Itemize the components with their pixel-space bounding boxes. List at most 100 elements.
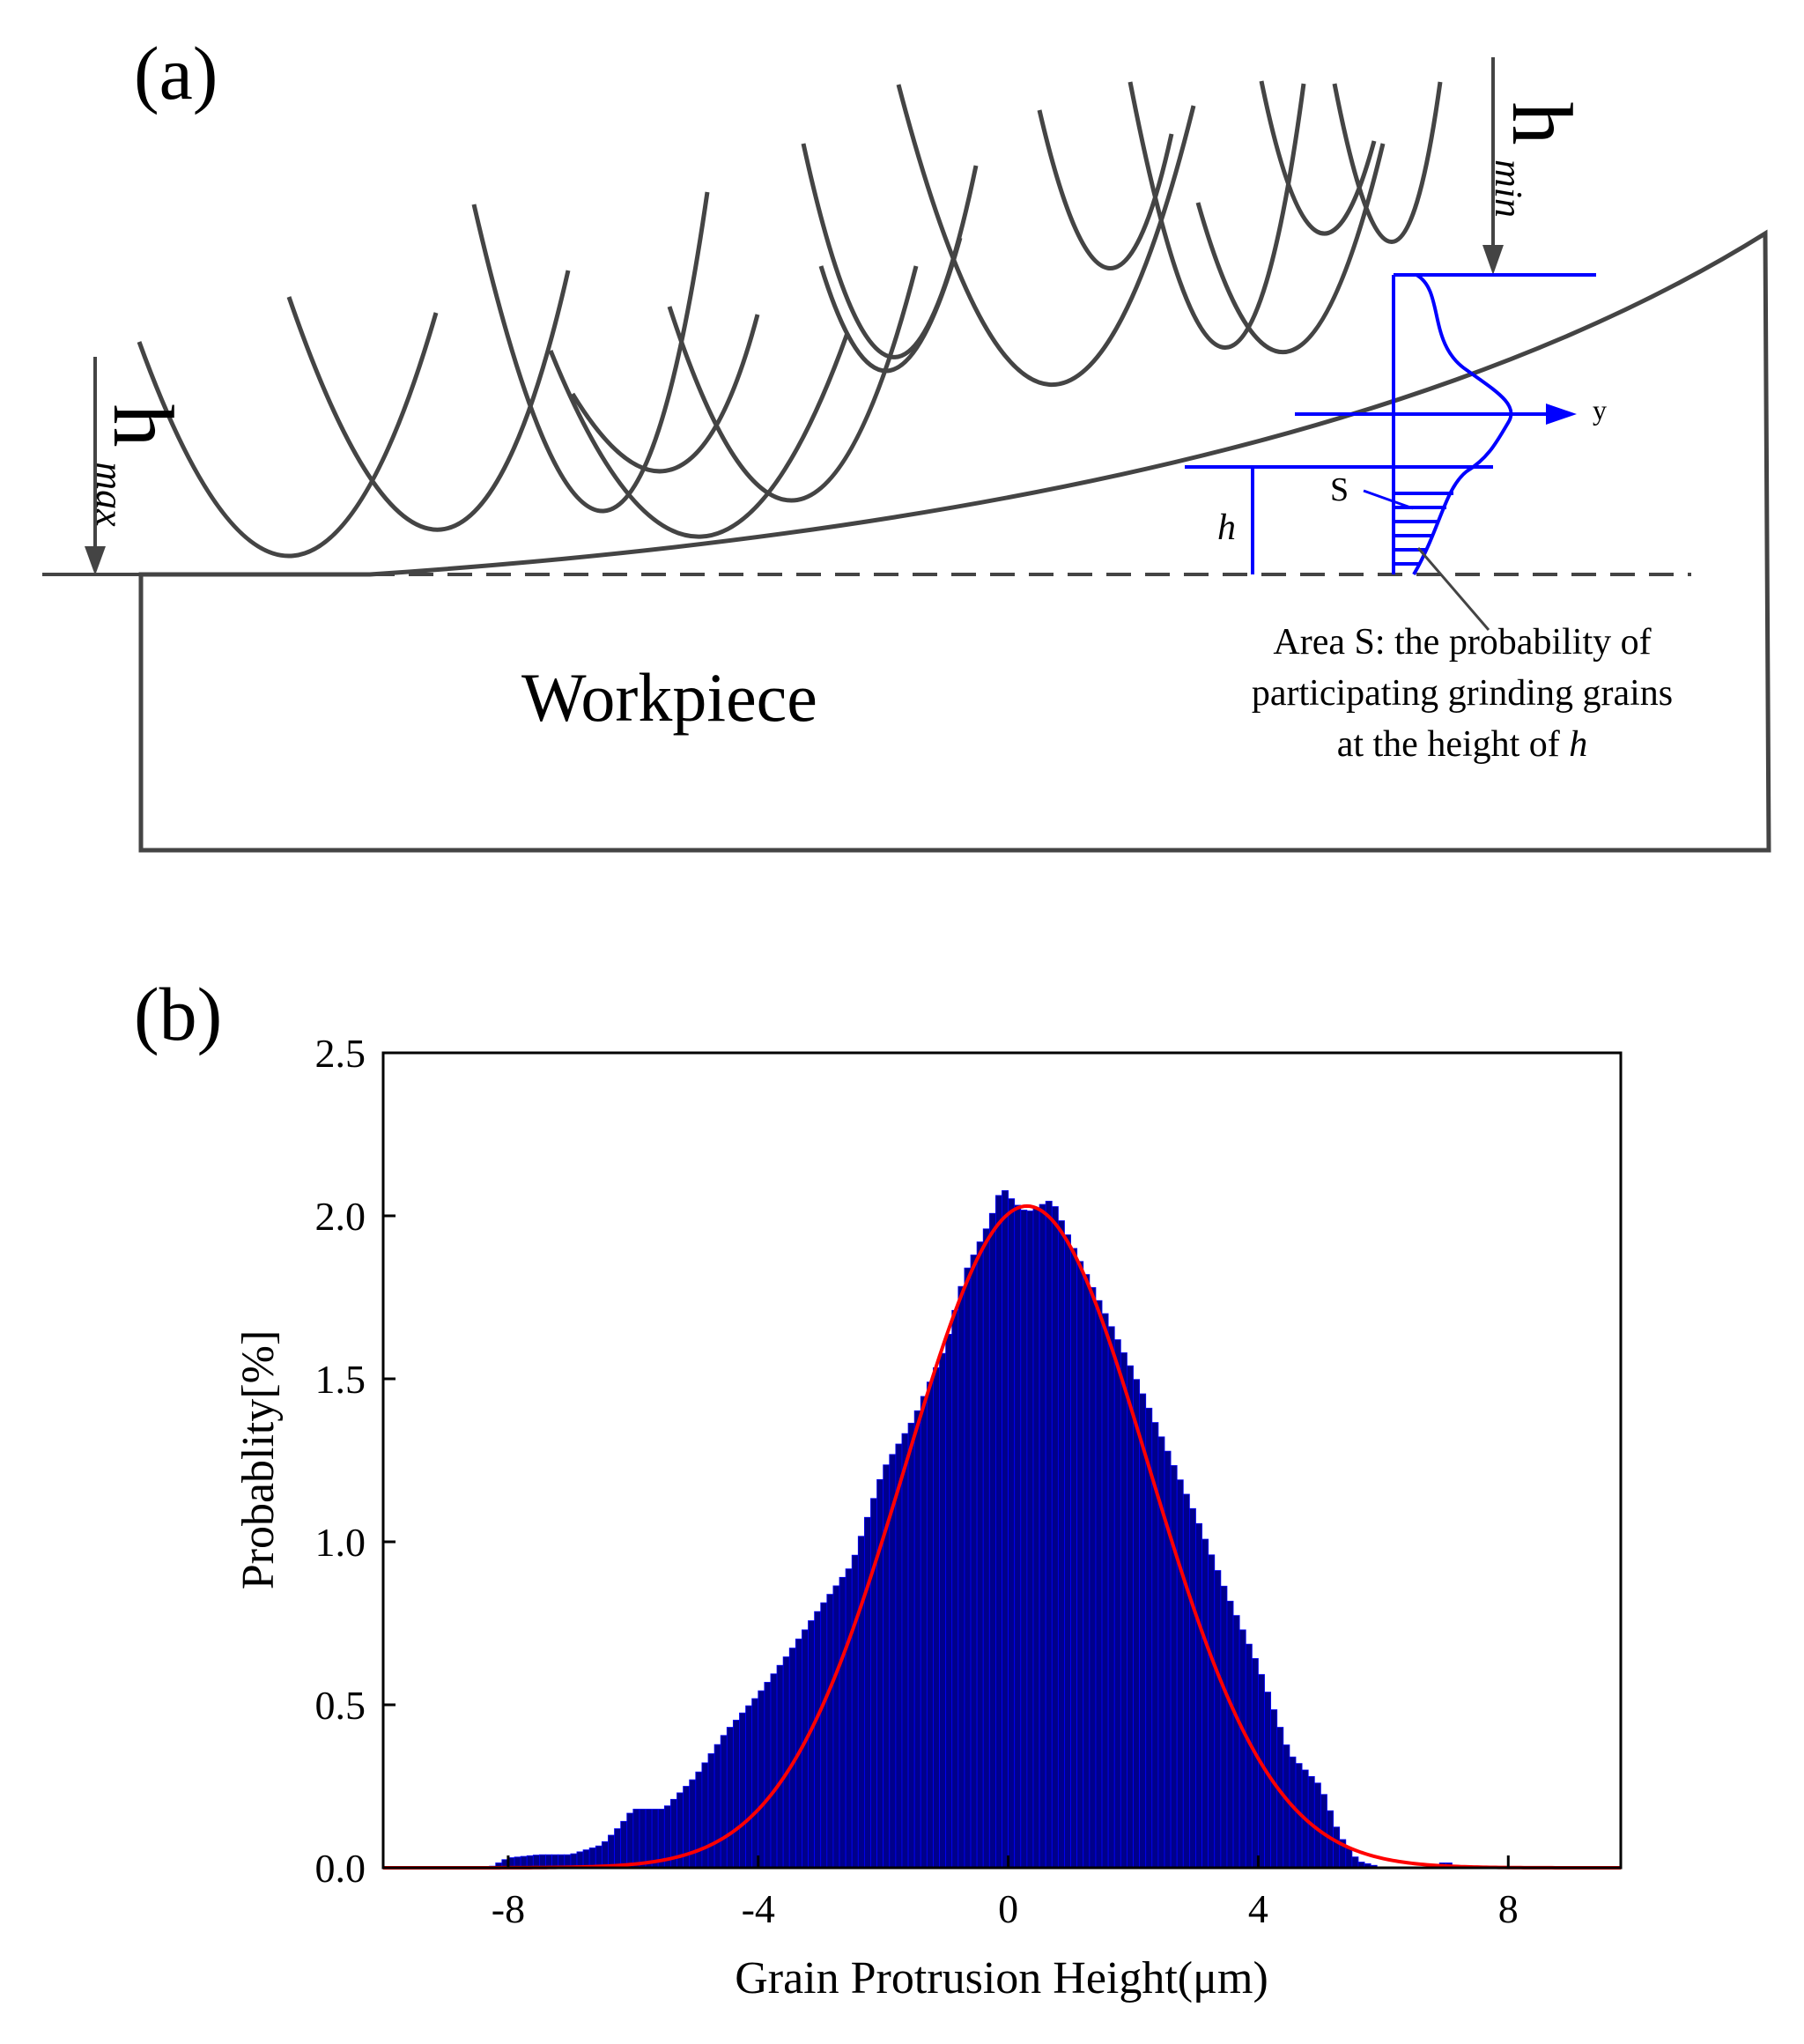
histogram-bar — [857, 1536, 865, 1869]
histogram-bar — [626, 1812, 634, 1869]
histogram-bar — [758, 1690, 765, 1869]
histogram-bar — [988, 1212, 996, 1869]
histogram-bar — [951, 1309, 959, 1869]
histogram-bar — [1245, 1643, 1253, 1869]
histogram-bar — [1070, 1248, 1078, 1869]
histogram-bar — [1283, 1744, 1290, 1869]
histogram-bar — [770, 1673, 778, 1869]
histogram-bar — [970, 1255, 978, 1869]
histogram-bar — [601, 1840, 609, 1869]
histogram-bar — [1014, 1204, 1022, 1869]
x-tick-label: 4 — [1248, 1886, 1268, 1931]
panel-b: (b) 0.0 0.5 1.0 1.5 2.0 2.5 -8 -4 0 4 8 Grain Pro… — [134, 972, 1623, 2003]
annotation-line-1: Area S: the probability of — [1273, 622, 1651, 663]
histogram-bar — [1201, 1538, 1209, 1869]
y-tick-label: 2.0 — [315, 1194, 366, 1239]
histogram-bar — [1026, 1211, 1034, 1869]
x-tick-label: 0 — [998, 1886, 1018, 1931]
annotation-leader-line — [1416, 547, 1490, 631]
histogram-bar — [832, 1585, 840, 1869]
x-tick-label: -4 — [742, 1886, 775, 1931]
grain-curve — [570, 314, 760, 474]
histogram-bar — [1139, 1393, 1147, 1869]
histogram-bar — [720, 1735, 728, 1869]
histogram-bar — [764, 1682, 772, 1869]
y-tick-label: 1.5 — [315, 1357, 366, 1402]
histogram-bar — [620, 1820, 628, 1869]
histogram-bar — [1039, 1203, 1046, 1869]
annotation-line-3: at the height of h — [1337, 724, 1588, 765]
histogram-bar — [1276, 1727, 1284, 1869]
svg-text:h: h — [1494, 102, 1589, 145]
distribution-curve — [1412, 273, 1513, 575]
histogram-bar — [808, 1620, 816, 1869]
x-axis-label: Grain Protrusion Height(μm) — [735, 1953, 1268, 2003]
plot-frame — [381, 1051, 1623, 1870]
histogram-bars — [489, 1189, 1459, 1869]
histogram-bar — [1176, 1479, 1184, 1869]
grain-curve — [1128, 81, 1306, 350]
x-tick-label: 8 — [1498, 1886, 1519, 1931]
histogram-bar — [732, 1719, 740, 1869]
svg-text:h: h — [95, 404, 190, 448]
histogram-bar — [1133, 1379, 1141, 1869]
histogram-bar — [1127, 1365, 1134, 1869]
y-tick-label: 1.0 — [315, 1520, 366, 1565]
histogram-bar — [632, 1808, 640, 1869]
histogram-bar — [1095, 1300, 1103, 1869]
annotation-line-2: participating grinding grains — [1252, 673, 1673, 714]
histogram-bar — [1101, 1313, 1109, 1869]
y-tick-label: 0.5 — [315, 1683, 366, 1728]
histogram-bar — [1064, 1234, 1071, 1869]
grinding-grains — [137, 80, 1443, 559]
h-min-label: h min — [1487, 102, 1589, 218]
workpiece-label: Workpiece — [521, 659, 817, 736]
histogram-bar — [820, 1602, 828, 1869]
histogram-bar — [1045, 1200, 1053, 1869]
histogram-bar — [913, 1410, 921, 1869]
histogram-bar — [1289, 1756, 1297, 1869]
grain-curve — [1332, 81, 1443, 244]
histogram-bar — [726, 1727, 734, 1869]
grain-curve — [1195, 143, 1386, 355]
h-max-label: h max — [88, 404, 190, 528]
histogram-bar — [595, 1845, 603, 1869]
histogram-bar — [1107, 1326, 1115, 1869]
y-axis-label: Probablity[%] — [233, 1330, 284, 1590]
histogram-bar — [745, 1705, 753, 1869]
histogram-bar — [907, 1422, 915, 1869]
histogram-bar — [1170, 1465, 1178, 1869]
panel-a: (a) h min — [42, 31, 1771, 853]
area-s-annotation: Area S: the probability of participating… — [1252, 622, 1673, 765]
histogram-bar — [782, 1656, 790, 1869]
histogram-bar — [826, 1594, 834, 1869]
histogram-bar — [1083, 1274, 1091, 1869]
histogram-bar — [814, 1611, 822, 1869]
grain-curve — [286, 270, 571, 532]
histogram-bar — [776, 1664, 784, 1869]
y-arrowhead — [1546, 404, 1577, 425]
h-max-arrowhead — [85, 546, 106, 575]
histogram-bar — [1188, 1507, 1196, 1869]
histogram-bar — [1333, 1826, 1341, 1869]
svg-text:min: min — [1487, 159, 1530, 218]
histogram-bar — [939, 1352, 947, 1869]
s-leader-line — [1363, 489, 1414, 510]
panel-a-label: (a) — [134, 31, 218, 115]
histogram-bar — [639, 1808, 647, 1869]
workpiece-outline — [138, 229, 1771, 853]
histogram-bar — [1214, 1570, 1222, 1869]
grain-curve — [548, 332, 850, 539]
area-s-hatching — [1394, 492, 1453, 566]
histogram-bar — [1008, 1198, 1016, 1869]
y-axis: 0.0 0.5 1.0 1.5 2.0 2.5 — [315, 1031, 396, 1891]
grain-curve — [1259, 80, 1377, 236]
grain-curve — [471, 191, 710, 514]
histogram-chart — [383, 1189, 1621, 1870]
histogram-bar — [614, 1828, 622, 1869]
histogram-bar — [1164, 1450, 1172, 1869]
histogram-bar — [1195, 1522, 1202, 1869]
histogram-bar — [863, 1516, 871, 1869]
histogram-bar — [933, 1367, 940, 1869]
